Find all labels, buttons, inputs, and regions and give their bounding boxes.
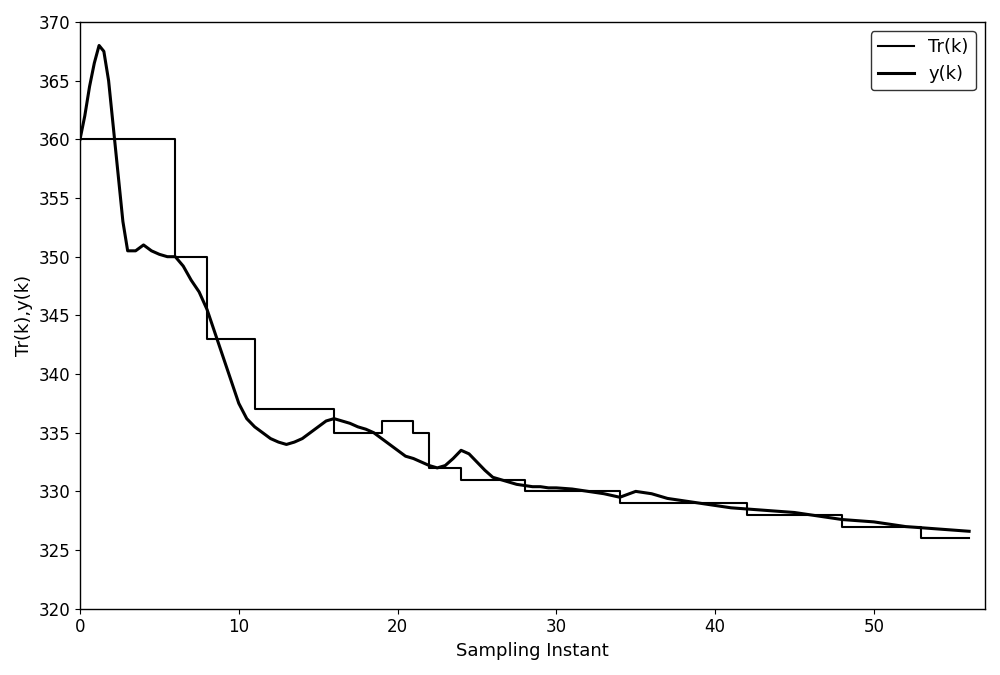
Tr(k) [312, 405, 324, 413]
X-axis label: Sampling Instant: Sampling Instant [456, 642, 609, 660]
Tr(k) [915, 535, 927, 543]
y(k) [947, 526, 959, 534]
y(k) [138, 241, 150, 249]
y(k) [74, 135, 86, 143]
Tr(k) [106, 135, 118, 143]
Y-axis label: Tr(k),y(k): Tr(k),y(k) [15, 275, 33, 356]
y(k) [217, 352, 229, 360]
Tr(k) [455, 476, 467, 484]
y(k) [93, 41, 105, 49]
Legend: Tr(k), y(k): Tr(k), y(k) [871, 31, 976, 90]
y(k) [931, 525, 943, 533]
Tr(k) [677, 499, 689, 507]
Tr(k) [122, 135, 134, 143]
y(k) [757, 506, 769, 514]
Line: Tr(k): Tr(k) [80, 139, 969, 539]
Tr(k) [963, 535, 975, 543]
Tr(k) [74, 135, 86, 143]
y(k) [963, 527, 975, 535]
Tr(k) [693, 499, 705, 507]
Line: y(k): y(k) [80, 45, 969, 531]
y(k) [233, 400, 245, 408]
